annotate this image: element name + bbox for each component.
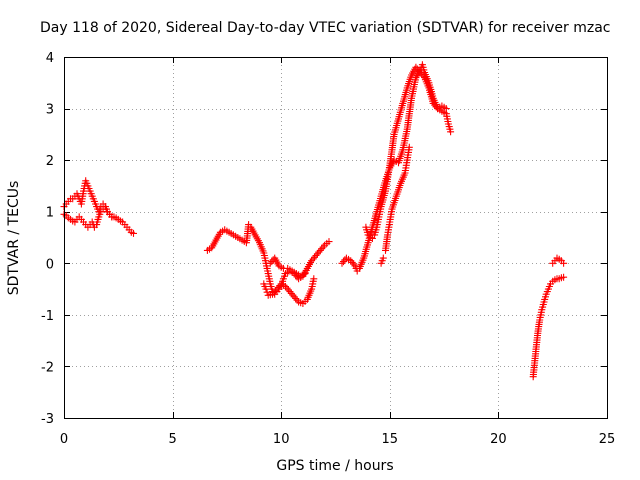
data-point [416, 69, 424, 76]
data-point [309, 255, 317, 263]
data-point [269, 290, 276, 298]
data-point [283, 284, 291, 292]
data-point [347, 257, 355, 265]
data-point [310, 275, 318, 283]
data-point [130, 229, 137, 237]
data-point [289, 291, 297, 299]
data-point [412, 63, 420, 71]
data-point [379, 254, 387, 262]
x-axis-title: GPS time / hours [276, 458, 393, 474]
data-point [282, 283, 289, 290]
data-point [284, 286, 292, 294]
y-tick-label: 2 [46, 154, 54, 169]
data-point [287, 289, 295, 297]
x-tick-label: 25 [599, 432, 616, 447]
y-tick-label: -1 [41, 309, 54, 324]
data-point [447, 128, 455, 136]
data-point [266, 259, 274, 267]
chart-title: Day 118 of 2020, Sidereal Day-to-day VTE… [40, 20, 610, 36]
data-point [316, 246, 324, 254]
data-point [418, 70, 426, 78]
x-tick-label: 10 [273, 432, 290, 447]
grid-lines [64, 57, 607, 418]
y-tick-label: 4 [46, 51, 54, 66]
plot-frame [64, 57, 608, 419]
data-point [415, 67, 423, 75]
data-point [560, 273, 568, 281]
data-point [301, 270, 309, 278]
data-point [308, 257, 316, 265]
data-point [108, 213, 116, 221]
y-axis-title: SDTVAR / TECUs [6, 181, 22, 296]
axis-ticks [64, 57, 608, 419]
data-point [325, 238, 333, 246]
data-point [318, 245, 326, 253]
y-tick-labels: -3 -2 -1 0 1 2 3 4 [41, 51, 54, 427]
data-point [313, 250, 321, 258]
y-tick-label: 0 [46, 257, 54, 272]
x-tick-label: 5 [168, 432, 176, 447]
y-tick-label: 3 [46, 103, 54, 118]
data-point [405, 143, 413, 151]
data-point [290, 293, 298, 301]
data-point [315, 248, 323, 256]
data-point [419, 72, 427, 80]
data-point [262, 285, 270, 293]
y-tick-label: 1 [46, 206, 54, 221]
data-points [60, 61, 568, 381]
data-point [271, 287, 279, 295]
data-point [270, 289, 278, 296]
data-point [429, 99, 437, 107]
data-point [442, 105, 450, 113]
data-point [368, 235, 376, 242]
data-point [273, 285, 281, 293]
x-tick-labels: 0 5 10 15 20 25 [60, 432, 615, 447]
data-point [560, 259, 568, 267]
x-tick-label: 0 [60, 432, 68, 447]
data-point [338, 259, 346, 267]
x-tick-label: 15 [382, 432, 399, 447]
y-tick-label: -2 [41, 360, 54, 375]
y-tick-label: -3 [41, 412, 54, 427]
data-point [292, 295, 300, 302]
x-tick-label: 20 [490, 432, 507, 447]
